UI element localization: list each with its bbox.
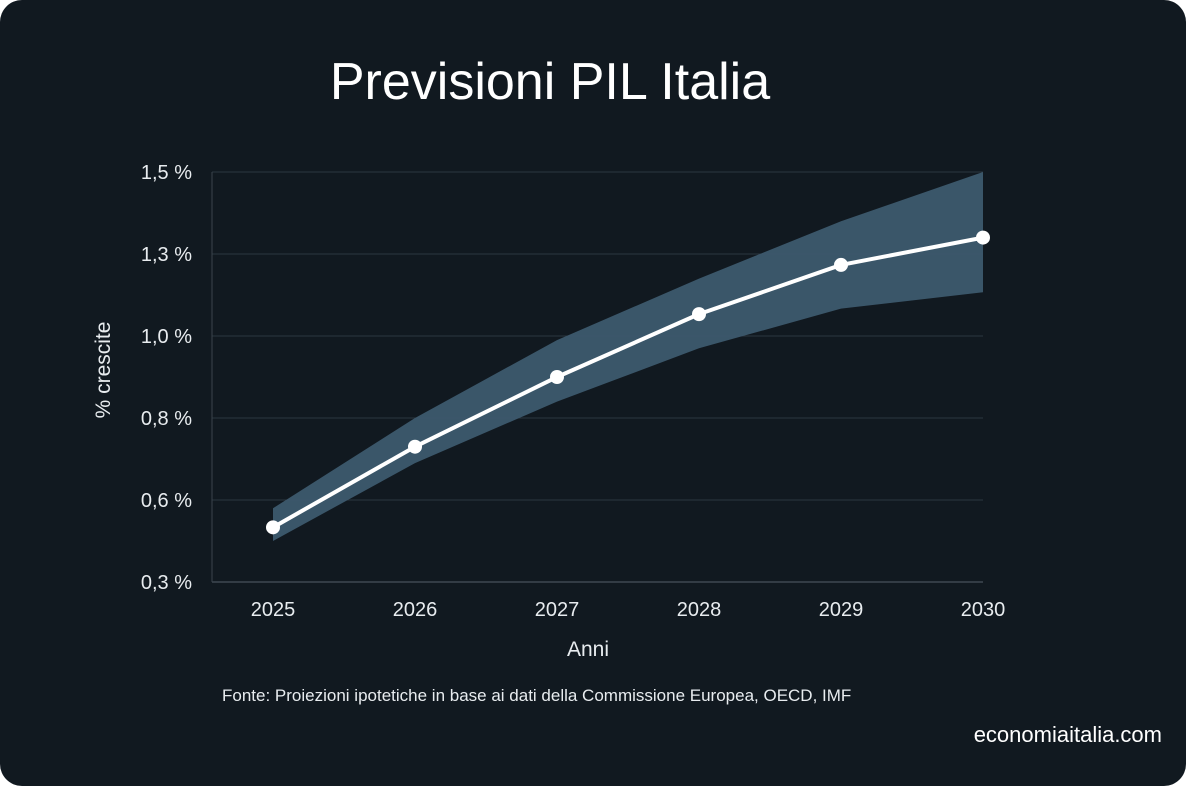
x-tick-label: 2028 xyxy=(677,599,722,621)
series-polyline xyxy=(272,235,984,530)
data-point xyxy=(266,520,280,535)
x-tick-label: 2029 xyxy=(819,599,864,621)
y-tick-label: 1,0 % xyxy=(141,326,192,348)
y-tick-label: 0,3 % xyxy=(141,572,192,594)
x-axis-ticks: 2025 2026 2027 2028 2029 2030 xyxy=(251,599,1006,621)
y-tick-label: 1,3 % xyxy=(141,244,192,266)
x-tick-label: 2027 xyxy=(535,599,580,621)
series-line xyxy=(272,235,984,530)
data-point xyxy=(692,307,706,322)
y-axis-ticks: 0,3 % 0,6 % 0,8 % 1,0 % 1,3 % 1,5 % xyxy=(141,162,192,594)
source-note: Fonte: Proiezioni ipotetiche in base ai … xyxy=(222,686,852,705)
x-axis-label: Anni xyxy=(567,638,609,661)
confidence-band xyxy=(273,172,983,541)
x-tick-label: 2026 xyxy=(393,599,438,621)
y-axis-label: % crescite xyxy=(92,322,115,419)
brand-logo-text: economiaitalia.com xyxy=(973,722,1162,747)
data-point xyxy=(408,439,422,454)
x-tick-label: 2030 xyxy=(961,599,1006,621)
x-tick-label: 2025 xyxy=(251,599,296,621)
y-tick-label: 0,8 % xyxy=(141,408,192,430)
confidence-band-area xyxy=(273,172,983,541)
data-point xyxy=(834,257,848,272)
chart-title: Previsioni PIL Italia xyxy=(329,53,771,111)
y-tick-label: 1,5 % xyxy=(141,162,192,184)
data-points xyxy=(266,230,990,535)
data-point xyxy=(550,370,564,384)
y-tick-label: 0,6 % xyxy=(141,490,192,512)
data-point xyxy=(976,230,990,245)
